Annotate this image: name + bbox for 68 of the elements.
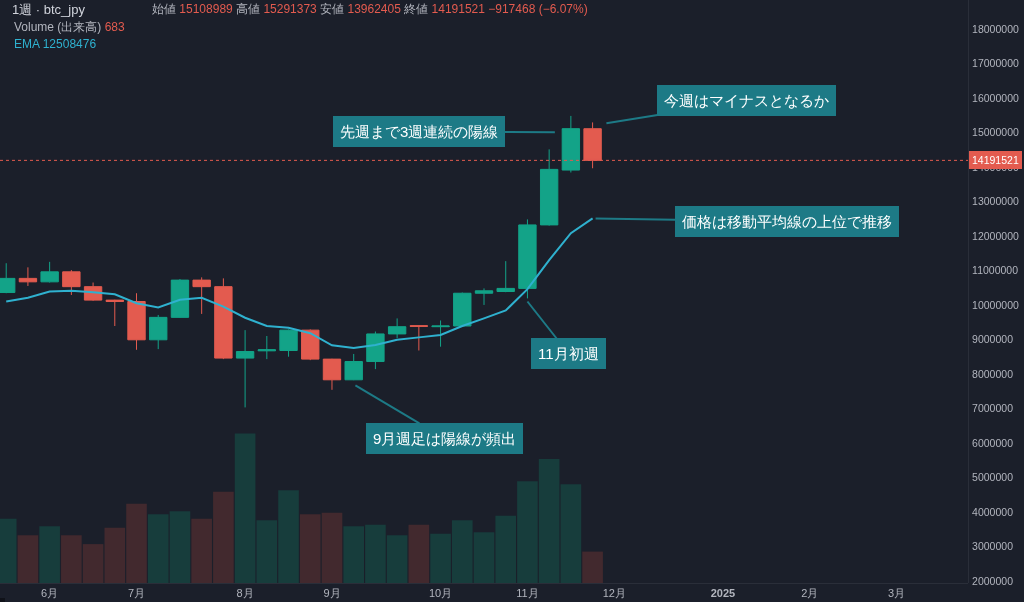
candlestick [257,335,277,360]
candlestick [170,278,190,319]
chart-title: 1週 · btc_jpy [12,1,86,17]
candlestick [18,266,38,287]
candlestick [127,292,146,351]
x-tick-label: 11月 [516,587,539,600]
bar [560,484,582,583]
bar [582,551,603,583]
candlestick [496,260,515,292]
text: EMA [14,37,40,51]
text: Volume (出来高) [14,20,102,34]
candlestick [235,329,255,408]
y-tick-label: 18000000 [972,22,1019,35]
annotation: 先週まで3週連続の陽線 [340,123,499,140]
y-tick-label: 15000000 [972,126,1019,139]
candlestick [62,269,81,296]
y-tick-label: 12000000 [972,229,1019,242]
candlestick [105,299,124,327]
x-tick-label: 6月 [41,587,59,600]
bar [39,526,60,583]
x-tick-label: 2月 [801,587,819,600]
candlestick [518,218,537,299]
candlestick [40,261,59,284]
y-tick-label: 2000000 [972,574,1014,587]
candlestick [279,328,298,358]
candlestick [192,276,211,315]
y-tick-label: 7000000 [972,402,1014,415]
candlestick [453,292,472,327]
annotation: 11月初週 [538,345,599,362]
candlestick [214,277,233,360]
candlestick [322,358,342,391]
candlestick [431,319,450,348]
y-tick-label: 9000000 [972,333,1014,346]
candlestick [387,317,407,339]
x-tick-label: 3月 [888,587,906,600]
candlestick [539,148,559,227]
x-tick-label: 2025 [710,587,736,600]
candlestick [344,353,363,381]
annotation: 価格は移動平均線の上位で推移 [682,213,892,230]
bar [234,433,256,583]
ref-line-label: 14191521 [972,154,1019,166]
y-tick-label: 11000000 [972,264,1019,277]
x-tick-label: 7月 [127,587,146,600]
y-tick-label: 16000000 [972,91,1019,104]
candlestick [474,287,494,306]
y-tick-label: 13000000 [972,195,1019,208]
y-tick-label: 4000000 [972,505,1014,518]
x-tick-label: 9月 [323,587,341,600]
annotation: 12508476 [42,37,97,51]
y-tick-label: 8000000 [972,367,1014,380]
annotation: 今週はマイナスとなるか [664,92,829,109]
candlestick [149,314,168,350]
x-tick-label: 12月 [602,587,626,600]
candlestick [561,115,581,173]
candlestick [409,324,429,351]
annotation: 9月週足は陽線が頻出 [373,430,517,447]
y-tick-label: 6000000 [972,436,1014,449]
y-tick-label: 5000000 [972,471,1014,484]
bar [408,524,430,583]
annotation: 683 [104,20,126,34]
text: 始値 15108989 高値 15291373 安値 13962405 終値 14191521 −917468 (−6.07%) [152,2,588,16]
y-tick-label: 10000000 [972,298,1019,311]
candlestick [366,331,385,370]
candlestick [301,328,320,361]
x-tick-label: 10月 [428,587,453,600]
y-tick-label: 17000000 [972,57,1019,70]
y-tick-label: 3000000 [972,540,1014,553]
x-tick-label: 8月 [236,587,254,600]
